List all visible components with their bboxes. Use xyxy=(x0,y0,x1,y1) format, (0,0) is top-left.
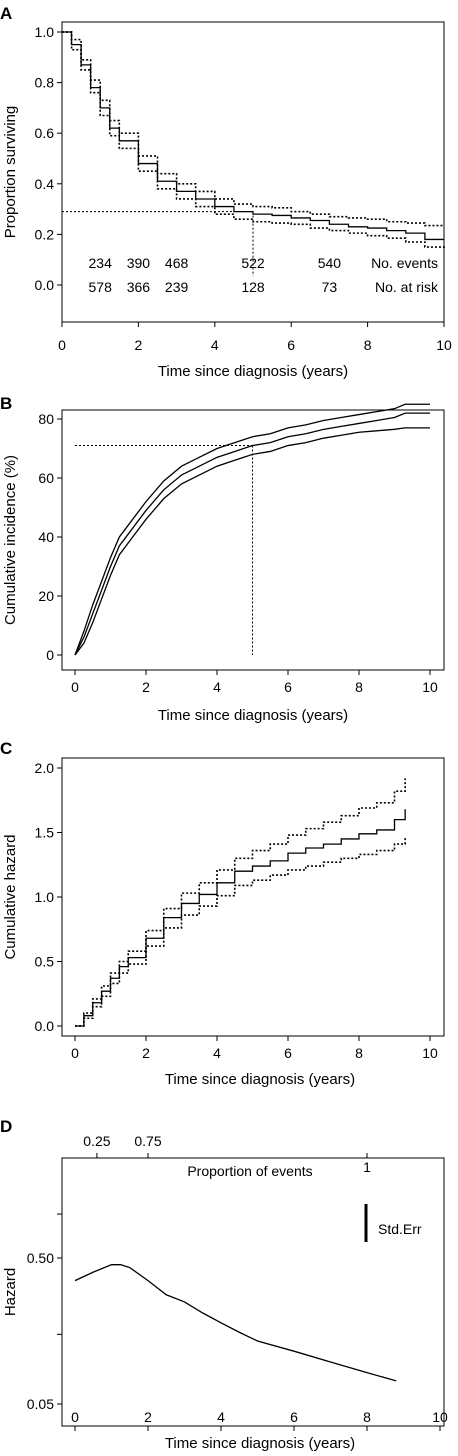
y-tick-label: 20 xyxy=(38,588,54,604)
top-tick-label: 0.75 xyxy=(134,1133,161,1149)
x-tick-label: 10 xyxy=(422,679,438,695)
y-axis-label: Hazard xyxy=(2,1268,19,1316)
x-tick-label: 2 xyxy=(144,1409,152,1425)
x-tick-label: 0 xyxy=(71,1409,79,1425)
x-tick-label: 8 xyxy=(364,337,372,353)
series-line xyxy=(75,809,406,1027)
x-axis-label: Time since diagnosis (years) xyxy=(165,1071,355,1088)
plot-frame xyxy=(61,757,445,1037)
x-tick-label: 6 xyxy=(287,337,295,353)
panel-d: D 0.05 0.50 0 2 4 6 8 10 0.25 0.75 1 Proportion of… xyxy=(0,1117,448,1452)
y-tick-label: 1.0 xyxy=(35,889,55,905)
top-tick-label: 0.25 xyxy=(83,1133,110,1149)
panel-c: C 0.0 0.5 1.0 1.5 2.0 0 2 4 6 8 10 Time since diag… xyxy=(0,739,445,1088)
y-tick-label: 0.8 xyxy=(35,75,55,91)
x-tick-label: 0 xyxy=(71,1045,79,1061)
series-line xyxy=(75,778,406,1027)
series-line xyxy=(62,31,444,241)
events-label: No. events xyxy=(371,255,438,271)
y-tick-label: 0.05 xyxy=(27,1396,54,1412)
events-count: 468 xyxy=(165,255,189,271)
y-tick-label: 60 xyxy=(38,470,54,486)
x-tick-label: 6 xyxy=(290,1409,298,1425)
x-tick-label: 6 xyxy=(284,1045,292,1061)
x-tick-label: 2 xyxy=(142,1045,150,1061)
series-line xyxy=(62,31,444,227)
x-tick-label: 6 xyxy=(284,679,292,695)
x-tick-label: 8 xyxy=(363,1409,371,1425)
x-tick-label: 2 xyxy=(135,337,143,353)
top-axis-label: Proportion of events xyxy=(187,1163,312,1179)
x-tick-label: 10 xyxy=(422,1045,438,1061)
y-axis-label: Proportion surviving xyxy=(2,106,19,239)
events-count: 540 xyxy=(318,255,342,271)
x-tick-label: 4 xyxy=(211,337,219,353)
y-tick-label: 1.0 xyxy=(35,24,55,40)
x-axis-label: Time since diagnosis (years) xyxy=(158,363,348,380)
plot-frame xyxy=(61,409,445,671)
y-tick-label: 40 xyxy=(38,529,54,545)
y-tick-label: 0.0 xyxy=(35,277,55,293)
x-tick-label: 10 xyxy=(436,337,452,353)
std-err-label: Std.Err xyxy=(378,1221,422,1237)
at-risk-count: 366 xyxy=(127,279,151,295)
x-tick-label: 10 xyxy=(432,1409,448,1425)
x-tick-label: 8 xyxy=(355,1045,363,1061)
y-tick-label: 0.5 xyxy=(35,954,55,970)
panel-label-d: D xyxy=(0,1117,12,1136)
series-line xyxy=(74,403,430,656)
events-count: 390 xyxy=(127,255,151,271)
series-line xyxy=(74,427,430,656)
x-axis-label: Time since diagnosis (years) xyxy=(165,1435,355,1452)
series-line xyxy=(75,836,406,1027)
plot-frame xyxy=(61,1157,445,1427)
top-tick-label: 1 xyxy=(363,1159,371,1175)
y-tick-label: 0.6 xyxy=(35,125,55,141)
at-risk-count: 239 xyxy=(165,279,189,295)
at-risk-label: No. at risk xyxy=(375,279,439,295)
series-line xyxy=(74,1264,397,1382)
y-axis-label: Cumulative hazard xyxy=(2,834,19,959)
plot-frame xyxy=(61,21,445,323)
x-tick-label: 4 xyxy=(217,1409,225,1425)
events-count: 522 xyxy=(241,255,265,271)
panel-label-b: B xyxy=(0,394,12,413)
y-tick-label: 0.4 xyxy=(35,176,55,192)
x-tick-label: 8 xyxy=(355,679,363,695)
at-risk-count: 578 xyxy=(89,279,113,295)
y-tick-label: 0.50 xyxy=(27,1250,54,1266)
y-tick-label: 0.0 xyxy=(35,1018,55,1034)
panel-label-a: A xyxy=(0,4,12,23)
panel-a: A 0.00.20.40.60.81.00 2 4 6 8 102345783903664… xyxy=(0,4,452,380)
y-tick-label: 1.5 xyxy=(35,825,55,841)
y-axis-label: Cumulative incidence (%) xyxy=(2,455,19,625)
x-tick-label: 0 xyxy=(71,679,79,695)
y-tick-label: 80 xyxy=(38,411,54,427)
panel-label-c: C xyxy=(0,739,12,758)
series-line xyxy=(74,412,430,656)
x-axis-label: Time since diagnosis (years) xyxy=(158,707,348,724)
y-tick-label: 0.2 xyxy=(35,226,55,242)
x-tick-label: 4 xyxy=(213,679,221,695)
x-tick-label: 0 xyxy=(58,337,66,353)
x-tick-label: 4 xyxy=(213,1045,221,1061)
y-tick-label: 2.0 xyxy=(35,760,55,776)
at-risk-count: 128 xyxy=(241,279,265,295)
y-tick-label: 0 xyxy=(46,647,54,663)
x-tick-label: 2 xyxy=(142,679,150,695)
at-risk-count: 73 xyxy=(322,279,338,295)
events-count: 234 xyxy=(89,255,113,271)
panel-b: B 0 20 40 60 80 0 2 4 6 8 10 Time since diagnosis … xyxy=(0,394,445,724)
